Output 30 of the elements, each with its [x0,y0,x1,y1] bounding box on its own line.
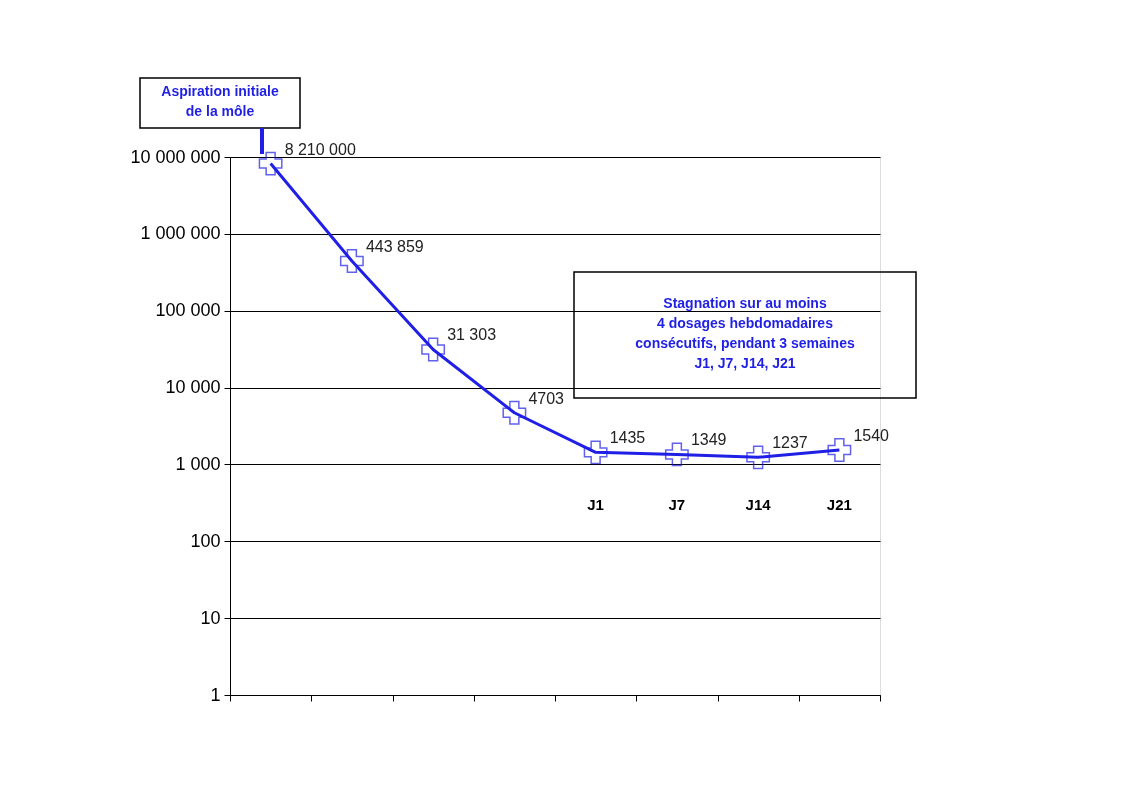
point [664,442,689,467]
point [339,249,364,273]
y-tick-label: 10 [200,607,221,628]
text: 1435 [609,429,646,447]
y-tick-label: 100 000 [155,300,221,321]
point [583,440,608,465]
point [421,337,446,362]
text: 8 210 000 [284,140,356,158]
y-tick-label: 10 000 000 [130,146,221,167]
text: 443 859 [365,237,424,255]
text: Aspiration initiale de la môle [161,83,279,119]
point [258,151,283,176]
x-tick-label: J1 [587,496,604,513]
point [746,445,771,470]
x-tick-label: J14 [745,496,772,513]
text: 1237 [772,434,808,452]
y-tick-label: 10 000 [165,377,221,398]
text: 31 303 [447,326,497,344]
y-tick-label: 1 [210,684,221,705]
y-tick-label: 1 000 [175,453,221,474]
annotation: Stagnation sur au moins 4 dosages hebdomadaires consécutifs, pendant 3 semaines J1, J7, J14, J21 [635,295,855,371]
text: 1540 [853,427,889,445]
text: 4703 [528,389,564,407]
point [502,400,527,425]
point [827,438,852,462]
y-tick-label: 100 [190,530,221,551]
x-tick-label: J7 [668,496,686,513]
x-tick-label: J21 [826,496,852,513]
y-tick-label: 1 000 000 [140,223,221,244]
text: 1349 [690,431,727,449]
